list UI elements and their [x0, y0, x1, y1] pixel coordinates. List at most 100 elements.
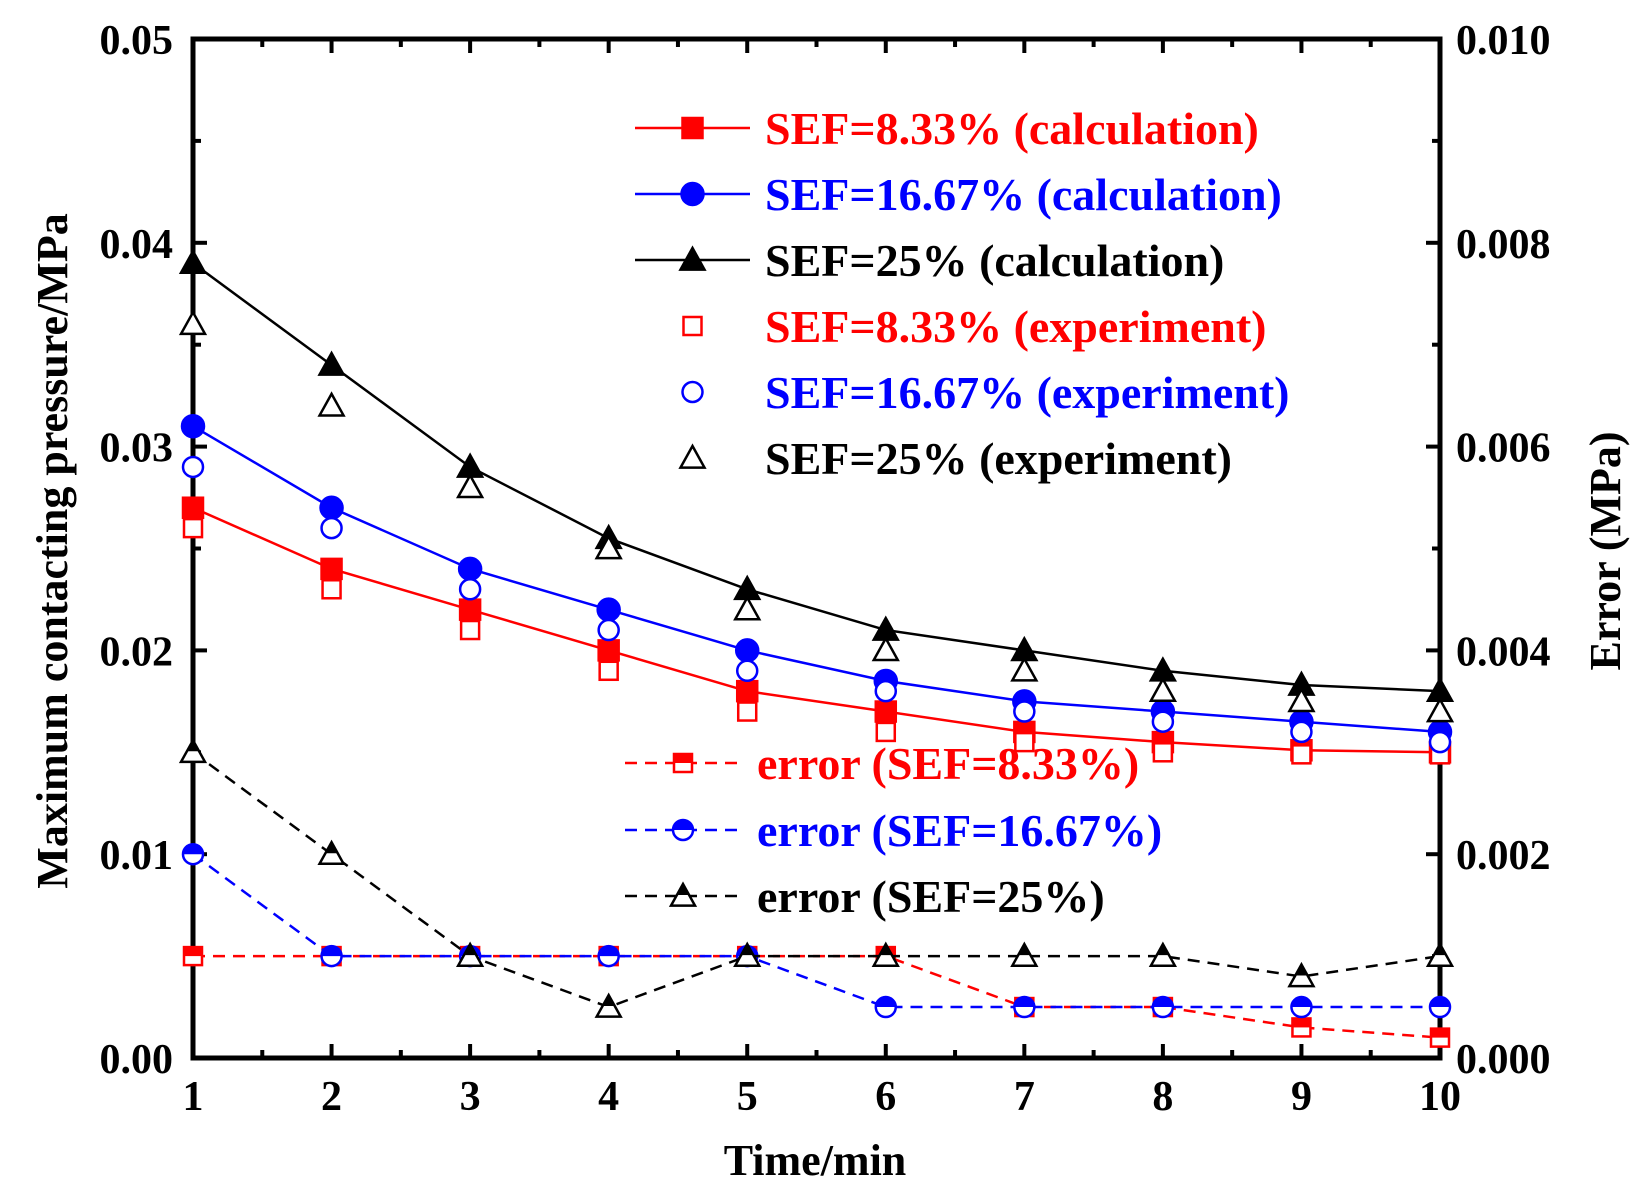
x-tick-label: 3	[460, 1074, 481, 1120]
data-point	[181, 455, 205, 479]
data-point	[457, 556, 483, 582]
series-line	[192, 751, 1441, 1009]
marker-fill	[321, 946, 342, 957]
data-point	[1425, 941, 1455, 967]
data-point	[871, 941, 900, 967]
marker-shape	[1148, 676, 1178, 703]
legend-item: SEF=8.33% (experiment)	[682, 301, 1266, 352]
marker-shape	[871, 635, 900, 662]
legend-item: SEF=25% (calculation)	[635, 235, 1224, 286]
marker-shape	[1013, 700, 1036, 723]
marker-shape	[178, 309, 208, 336]
marker-shape	[181, 496, 205, 519]
marker-shape	[182, 517, 204, 539]
data-point	[317, 391, 346, 417]
marker-shape	[180, 413, 206, 439]
data-point	[1291, 744, 1312, 765]
data-point	[1148, 676, 1178, 703]
legend-item: error (SEF=16.67%)	[625, 805, 1162, 856]
legend-label: SEF=8.33% (experiment)	[765, 301, 1266, 352]
series-line	[192, 853, 1440, 1009]
marker-shape	[178, 248, 208, 275]
marker-shape	[320, 516, 343, 540]
marker-fill	[676, 884, 690, 895]
data-point	[874, 995, 898, 1019]
data-point	[596, 597, 621, 622]
marker-shape	[458, 578, 482, 601]
data-point	[458, 598, 482, 621]
data-point	[455, 941, 485, 967]
x-tick-label: 1	[183, 1074, 204, 1120]
marker-shape	[459, 619, 481, 641]
x-tick-label: 6	[875, 1074, 896, 1120]
marker-fill	[674, 754, 692, 763]
y-tick-label: 0.04	[100, 222, 174, 268]
data-point	[181, 496, 205, 519]
data-point	[459, 619, 481, 641]
x-tick-label: 10	[1419, 1074, 1461, 1120]
marker-shape	[680, 181, 705, 207]
x-axis-label: Time/min	[724, 1136, 907, 1181]
legend-marker	[668, 881, 698, 907]
marker-fill	[1292, 1018, 1311, 1028]
series-0	[181, 496, 1452, 764]
y2-tick-label: 0.002	[1456, 833, 1551, 879]
data-point	[178, 309, 208, 336]
data-point	[733, 941, 762, 967]
data-point	[597, 639, 620, 662]
marker-shape	[874, 700, 898, 723]
data-point	[317, 839, 346, 866]
marker-fill	[879, 944, 893, 956]
marker-shape	[734, 638, 760, 663]
marker-shape	[317, 350, 346, 376]
marker-shape	[1010, 656, 1039, 682]
legend-label: error (SEF=25%)	[757, 871, 1105, 922]
y-tick-label: 0.01	[100, 833, 174, 879]
marker-shape	[736, 701, 758, 722]
legend-item: SEF=16.67% (experiment)	[681, 367, 1289, 418]
legend-marker	[680, 181, 705, 207]
series-3	[182, 517, 1451, 765]
marker-shape	[1151, 710, 1175, 733]
data-point	[180, 413, 206, 439]
series-line	[192, 425, 1441, 734]
data-point	[321, 579, 342, 600]
marker-shape	[875, 721, 897, 743]
legend-label: SEF=16.67% (calculation)	[765, 169, 1282, 220]
legend-marker	[681, 380, 704, 404]
data-point	[1290, 995, 1313, 1019]
legend-item: SEF=25% (experiment)	[678, 433, 1232, 484]
data-point	[320, 557, 343, 581]
data-point	[1010, 656, 1039, 682]
data-point	[178, 737, 208, 764]
data-point	[736, 701, 758, 722]
series-line	[192, 506, 1441, 754]
y-axis-label: Maximum contacting pressure/MPa	[28, 213, 77, 888]
x-tick-label: 5	[737, 1074, 758, 1120]
data-point	[1014, 731, 1035, 753]
data-point	[1013, 995, 1036, 1019]
y2-tick-label: 0.006	[1456, 426, 1551, 472]
marker-fill	[1014, 997, 1035, 1008]
marker-shape	[319, 495, 344, 520]
marker-shape	[1290, 720, 1313, 744]
marker-shape	[597, 618, 620, 642]
marker-fill	[602, 995, 616, 1007]
data-point	[181, 842, 205, 866]
marker-shape	[678, 245, 707, 271]
data-point	[1013, 700, 1036, 723]
legend-label: SEF=8.33% (calculation)	[765, 103, 1259, 154]
data-point	[1290, 720, 1313, 744]
tick-labels: 0.00 0.000 0.01 0.002 0.02 0.004 0.03 0.006 0.04…	[100, 18, 1551, 1120]
marker-shape	[1152, 742, 1174, 763]
marker-shape	[1287, 686, 1316, 713]
data-point	[735, 679, 759, 703]
marker-shape	[733, 595, 762, 621]
marker-fill	[1430, 997, 1450, 1008]
x-tick-label: 2	[321, 1074, 342, 1120]
data-point	[1287, 686, 1316, 713]
marker-shape	[321, 579, 342, 600]
marker-shape	[735, 679, 759, 703]
series-5	[178, 309, 1455, 723]
